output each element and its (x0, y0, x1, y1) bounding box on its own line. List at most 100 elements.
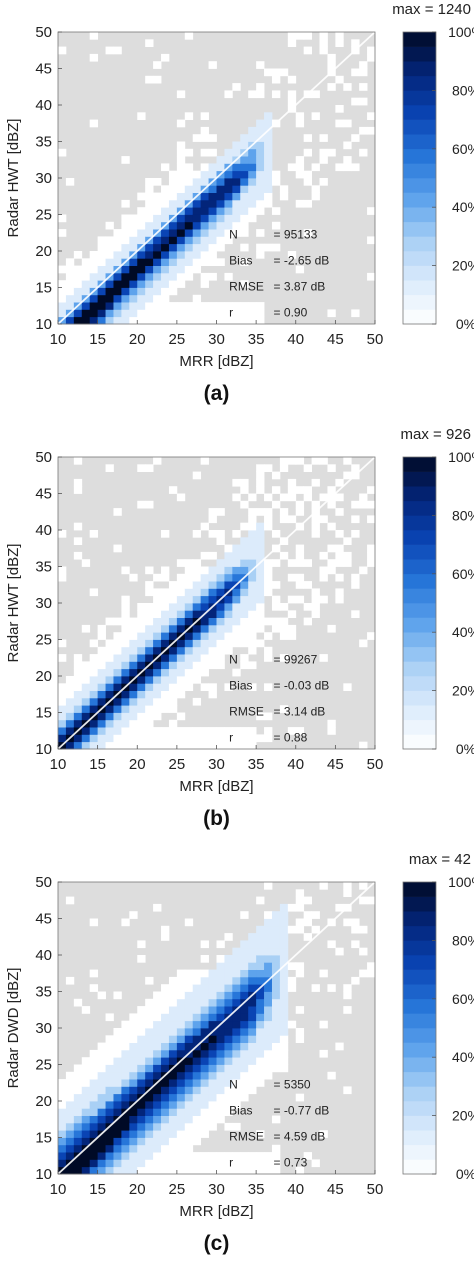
heatmap-cell (208, 530, 217, 538)
heatmap-cell (279, 933, 289, 941)
heatmap-cell (343, 1006, 352, 1014)
heatmap-cell (73, 1159, 83, 1168)
heatmap-cell (264, 119, 273, 128)
heatmap-cell (161, 1028, 170, 1036)
heatmap-cell (248, 309, 257, 318)
heatmap-cell (216, 1042, 225, 1051)
heatmap-cell (295, 1035, 305, 1043)
heatmap-cell (105, 280, 114, 288)
heatmap-cell (240, 280, 249, 288)
heatmap-cell (73, 734, 83, 743)
x-axis-label: MRR [dBZ] (179, 1203, 253, 1220)
heatmap-cell (137, 1115, 146, 1124)
heatmap-cell (121, 624, 130, 633)
heatmap-cell (216, 192, 225, 201)
heatmap-cell (137, 294, 146, 303)
heatmap-cell (176, 163, 186, 172)
heatmap-cell (256, 1159, 265, 1168)
heatmap-cell (248, 1020, 257, 1029)
heatmap-cell (256, 955, 265, 963)
one-to-one-line (57, 881, 376, 1175)
heatmap-cell (256, 1079, 265, 1087)
heatmap-cell (97, 1159, 106, 1168)
heatmap-cell (89, 1086, 99, 1095)
heatmap-cell (161, 309, 170, 318)
heatmap-cell (216, 998, 225, 1007)
heatmap-cell (208, 690, 217, 699)
heatmap-cell (279, 705, 289, 713)
heatmap-cell (279, 515, 289, 524)
heatmap-cell (89, 719, 99, 728)
heatmap-cell (129, 617, 138, 626)
heatmap-cell (73, 1086, 83, 1095)
heatmap-cell (137, 1079, 146, 1087)
heatmap-cell (192, 207, 202, 215)
heatmap-cell (224, 272, 233, 281)
heatmap-cell (248, 581, 257, 589)
heatmap-cell (256, 566, 265, 575)
heatmap-cell (248, 178, 257, 186)
heatmap-cell (184, 1020, 194, 1029)
heatmap-cell (129, 690, 138, 699)
heatmap-cell (153, 1013, 162, 1022)
heatmap-cell (145, 1101, 154, 1109)
heatmap-cell (121, 1071, 130, 1080)
heatmap-cell (224, 639, 233, 648)
heatmap-cell (224, 1020, 233, 1029)
heatmap-cell (129, 911, 138, 919)
heatmap-cell (295, 457, 305, 465)
heatmap-cell (58, 1101, 67, 1109)
heatmap-cell (351, 530, 360, 538)
heatmap-cell (264, 940, 273, 949)
heatmap-cell (240, 734, 249, 743)
y-tick-label: 50 (35, 449, 52, 466)
heatmap-cell (287, 976, 297, 985)
x-tick-label: 35 (248, 756, 265, 773)
x-tick-label: 20 (129, 1181, 146, 1198)
heatmap-cell (264, 991, 273, 1000)
heatmap-cell (89, 294, 99, 303)
heatmap-cell (73, 1093, 83, 1102)
heatmap-cell (216, 302, 225, 310)
heatmap-cell (105, 1115, 114, 1124)
stat-value: = 0.73 (274, 1155, 308, 1169)
heatmap-cell (113, 229, 122, 237)
heatmap-cell (145, 207, 154, 215)
heatmap-cell (192, 1028, 202, 1036)
heatmap-cell (295, 112, 305, 120)
heatmap-cell (58, 1152, 67, 1160)
heatmap-cell (184, 661, 194, 670)
heatmap-cell (153, 1071, 162, 1080)
heatmap-cell (168, 207, 178, 215)
heatmap-cell (335, 544, 344, 553)
heatmap-cell (105, 705, 114, 713)
heatmap-cell (232, 624, 241, 633)
heatmap-cell (121, 661, 130, 670)
heatmap-cell (208, 1122, 217, 1131)
heatmap-cell (89, 1079, 99, 1087)
colorbar-segment (403, 90, 436, 106)
heatmap-cell (232, 1049, 241, 1058)
heatmap-cell (271, 998, 281, 1007)
heatmap-cell (303, 229, 312, 237)
heatmap-cell (168, 178, 178, 186)
heatmap-cell (145, 199, 154, 208)
heatmap-cell (97, 690, 106, 699)
heatmap-cell (335, 508, 344, 516)
heatmap-cell (81, 1108, 91, 1116)
heatmap-cell (216, 1093, 225, 1102)
heatmap-cell (232, 192, 241, 201)
heatmap-cell (176, 214, 186, 223)
heatmap-cell (256, 185, 265, 193)
heatmap-cell (176, 199, 186, 208)
colorbar-segment (403, 544, 436, 560)
heatmap-cell (129, 1166, 138, 1175)
heatmap-cell (97, 668, 106, 677)
heatmap-cell (287, 515, 297, 524)
heatmap-cell (200, 207, 209, 215)
heatmap-cell (224, 544, 233, 553)
heatmap-cell (295, 896, 305, 905)
heatmap-cell (89, 984, 99, 992)
heatmap-cell (176, 654, 186, 662)
heatmap-cell (264, 581, 273, 589)
